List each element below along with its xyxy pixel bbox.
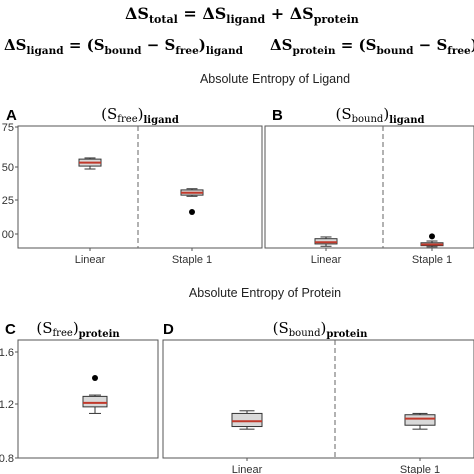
y-tick-label: 25	[2, 195, 14, 207]
box-single	[82, 375, 108, 414]
panel-letter: D	[163, 321, 174, 338]
x-tick-label: Staple 1	[412, 254, 452, 266]
panel-d: D (Sbound)protein Linear Staple 1	[162, 319, 474, 474]
y-tick-label: 75	[2, 122, 14, 134]
box-linear	[231, 410, 263, 430]
y-tick-label: 50	[2, 162, 14, 174]
x-tick-label: Linear	[75, 254, 106, 266]
panel-frame	[162, 339, 474, 459]
box-linear	[78, 157, 102, 170]
panel-title: (Sfree)ligand	[101, 105, 179, 126]
panel-frame	[17, 125, 263, 249]
box-staple-1	[420, 233, 444, 248]
box-iqr	[82, 395, 108, 408]
panel-letter: B	[272, 107, 283, 124]
panels: A (Sfree)ligand 75 50 25 00 Linear Staple 1 B (Sb…	[0, 105, 474, 474]
equation-ligand: ΔSligand = (Sbound − Sfree)ligand	[4, 36, 244, 57]
y-tick-label: 00	[2, 229, 14, 241]
x-tick-label: Linear	[232, 464, 263, 474]
equation-total: ΔStotal = ΔSligand + ΔSprotein	[125, 4, 359, 26]
box-iqr	[404, 414, 436, 426]
section-title-protein: Absolute Entropy of Protein	[189, 286, 341, 300]
panel-c: C (Sfree)protein 1.6 1.2 0.8	[0, 319, 159, 465]
outlier-point	[189, 208, 195, 215]
y-tick-label: 1.2	[0, 399, 14, 411]
section-title-ligand: Absolute Entropy of Ligand	[200, 72, 350, 86]
panel-title: (Sbound)protein	[273, 319, 368, 340]
box-iqr	[231, 412, 263, 428]
y-tick-label: 1.6	[0, 347, 14, 359]
outlier-point	[92, 375, 98, 382]
panel-title: (Sfree)protein	[36, 319, 120, 340]
x-tick-label: Staple 1	[172, 254, 212, 266]
x-tick-label: Linear	[311, 254, 342, 266]
box-linear	[314, 236, 338, 247]
x-tick-label: Staple 1	[400, 464, 440, 474]
panel-a: A (Sfree)ligand 75 50 25 00 Linear Staple 1	[2, 105, 263, 266]
panel-frame	[264, 125, 474, 249]
panel-title: (Sbound)ligand	[335, 105, 424, 126]
y-tick-label: 0.8	[0, 453, 14, 465]
panel-letter: C	[5, 321, 16, 338]
box-staple-1	[404, 412, 436, 430]
outlier-point	[429, 233, 435, 240]
equation-protein: ΔSprotein = (Sbound − Sfree)prot	[270, 36, 474, 57]
panel-letter: A	[6, 107, 17, 124]
box-staple-1	[180, 188, 204, 215]
panel-frame	[17, 339, 159, 459]
panel-b: B (Sbound)ligand Linear Staple 1	[264, 105, 474, 266]
